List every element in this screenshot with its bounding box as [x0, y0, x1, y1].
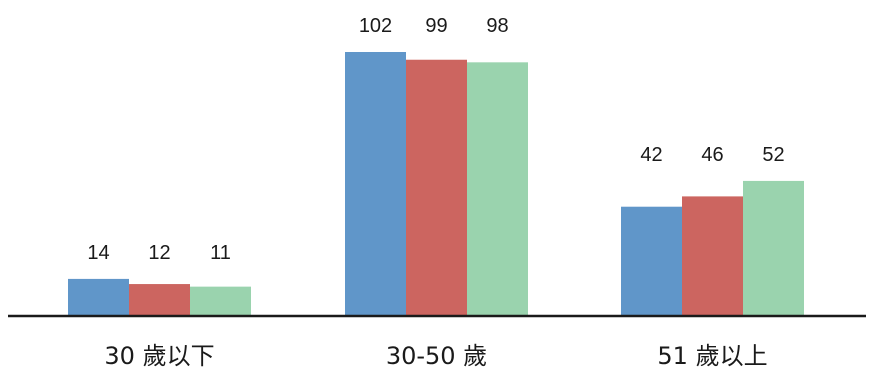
bar-2-1 [682, 196, 743, 315]
bar-0-0 [68, 278, 129, 315]
value-label-2-1: 46 [701, 144, 723, 166]
value-label-2-0: 42 [640, 144, 662, 166]
category-label-1: 30-50 歲 [386, 342, 487, 367]
category-labels-group: 30 歲以下 30-50 歲 51 歲以上 [104, 342, 767, 367]
bar-1-0 [345, 52, 406, 315]
category-label-2: 51 歲以上 [657, 342, 767, 367]
category-label-0: 30 歲以下 [104, 342, 214, 367]
bar-2-2 [743, 180, 804, 315]
value-label-1-1: 99 [425, 15, 447, 37]
bar-1-2 [467, 62, 528, 316]
value-label-2-2: 52 [762, 144, 784, 166]
value-labels-group: 14 12 11 102 99 98 42 46 52 [87, 15, 784, 264]
value-label-0-2: 11 [210, 242, 231, 264]
value-label-0-1: 12 [148, 242, 170, 264]
bar-0-1 [129, 284, 190, 315]
value-label-0-0: 14 [87, 242, 109, 264]
value-label-1-0: 102 [359, 15, 392, 37]
value-label-1-2: 98 [486, 15, 508, 37]
bar-1-1 [406, 59, 467, 316]
bars-group [68, 52, 804, 316]
bar-0-2 [190, 286, 251, 315]
bar-2-0 [621, 206, 682, 315]
